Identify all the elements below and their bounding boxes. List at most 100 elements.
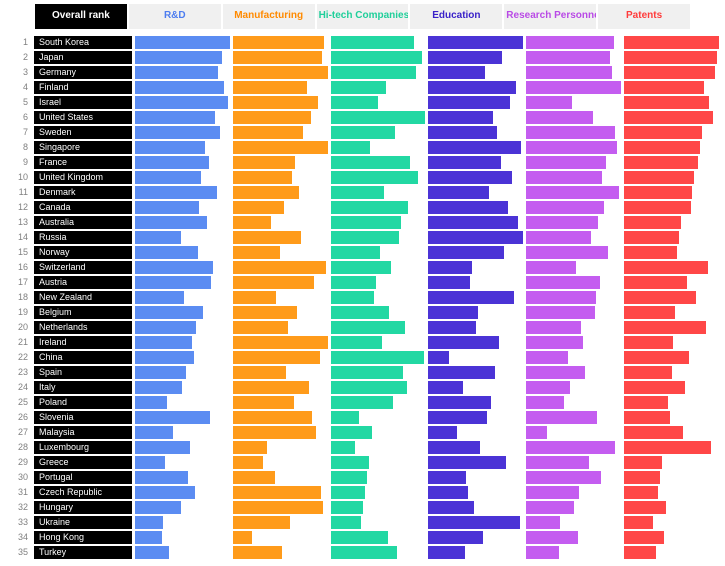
- bar-cell-mfg: [233, 96, 328, 109]
- country-label: Norway: [34, 246, 132, 259]
- table-row: 17Austria: [6, 275, 719, 289]
- table-row: 12Canada: [6, 200, 719, 214]
- bar-cell-patents: [624, 216, 719, 229]
- bar-cell-research: [526, 141, 621, 154]
- bar-patents: [624, 36, 719, 49]
- bar-cell-hitech: [331, 36, 426, 49]
- bar-cell-hitech: [331, 291, 426, 304]
- bar-hitech: [331, 276, 377, 289]
- bar-edu: [428, 111, 492, 124]
- bar-research: [526, 81, 621, 94]
- bar-cell-rd: [135, 486, 230, 499]
- bar-edu: [428, 411, 487, 424]
- tab-hi-tech-companies[interactable]: Hi-tech Companies: [317, 4, 409, 29]
- bar-rd: [135, 156, 209, 169]
- bar-cell-edu: [428, 231, 523, 244]
- rank-number: 20: [6, 322, 34, 332]
- rank-number: 33: [6, 517, 34, 527]
- bar-edu: [428, 186, 489, 199]
- bar-hitech: [331, 66, 416, 79]
- bar-cell-rd: [135, 111, 230, 124]
- tab-education[interactable]: Education: [410, 4, 502, 29]
- bar-patents: [624, 216, 681, 229]
- bar-hitech: [331, 546, 397, 559]
- tab-research-personnel[interactable]: Research Personnel: [504, 4, 596, 29]
- bar-research: [526, 276, 600, 289]
- bar-cell-research: [526, 411, 621, 424]
- bar-cell-hitech: [331, 321, 426, 334]
- rank-number: 3: [6, 67, 34, 77]
- bar-cell-patents: [624, 546, 719, 559]
- bar-cell-hitech: [331, 126, 426, 139]
- bar-cell-mfg: [233, 501, 328, 514]
- table-row: 13Australia: [6, 215, 719, 229]
- bar-cell-research: [526, 426, 621, 439]
- bar-rd: [135, 291, 184, 304]
- bar-edu: [428, 246, 504, 259]
- bar-patents: [624, 441, 711, 454]
- bar-rd: [135, 411, 210, 424]
- bar-cell-mfg: [233, 81, 328, 94]
- bar-cell-patents: [624, 426, 719, 439]
- country-label: United States: [34, 111, 132, 124]
- table-row: 20Netherlands: [6, 320, 719, 334]
- bar-research: [526, 231, 590, 244]
- bar-patents: [624, 186, 692, 199]
- rank-number: 15: [6, 247, 34, 257]
- rank-number: 6: [6, 112, 34, 122]
- bar-mfg: [233, 441, 267, 454]
- country-label: Australia: [34, 216, 132, 229]
- table-row: 33Ukraine: [6, 515, 719, 529]
- country-label: New Zealand: [34, 291, 132, 304]
- tab-r-d[interactable]: R&D: [129, 4, 221, 29]
- bar-cell-patents: [624, 336, 719, 349]
- country-label: Netherlands: [34, 321, 132, 334]
- bar-rd: [135, 246, 198, 259]
- bar-cell-rd: [135, 36, 230, 49]
- bar-rd: [135, 456, 165, 469]
- bar-cell-edu: [428, 456, 523, 469]
- bar-mfg: [233, 96, 318, 109]
- bar-cell-research: [526, 231, 621, 244]
- bar-cell-rd: [135, 366, 230, 379]
- bar-cell-patents: [624, 261, 719, 274]
- bar-mfg: [233, 291, 277, 304]
- rank-number: 8: [6, 142, 34, 152]
- bar-research: [526, 336, 583, 349]
- bar-cell-hitech: [331, 411, 426, 424]
- bar-research: [526, 426, 547, 439]
- bar-cell-mfg: [233, 486, 328, 499]
- bar-cell-edu: [428, 291, 523, 304]
- bar-mfg: [233, 141, 328, 154]
- bar-cell-research: [526, 36, 621, 49]
- bar-edu: [428, 81, 515, 94]
- bar-mfg: [233, 306, 297, 319]
- bar-cell-research: [526, 531, 621, 544]
- bar-mfg: [233, 426, 316, 439]
- bar-hitech: [331, 36, 414, 49]
- metric-bars: [132, 486, 719, 499]
- bar-research: [526, 366, 585, 379]
- table-row: 1South Korea: [6, 35, 719, 49]
- tab-manufacturing[interactable]: Manufacturing: [223, 4, 315, 29]
- table-row: 25Poland: [6, 395, 719, 409]
- bar-edu: [428, 381, 462, 394]
- bar-cell-edu: [428, 441, 523, 454]
- metric-bars: [132, 156, 719, 169]
- tab-overall-rank[interactable]: Overall rank: [35, 4, 127, 29]
- bar-rd: [135, 426, 173, 439]
- bar-edu: [428, 171, 511, 184]
- bar-edu: [428, 546, 464, 559]
- metric-bars: [132, 246, 719, 259]
- metric-bars: [132, 186, 719, 199]
- bar-mfg: [233, 276, 315, 289]
- bar-cell-patents: [624, 36, 719, 49]
- metric-bars: [132, 291, 719, 304]
- bar-rd: [135, 141, 205, 154]
- bar-cell-patents: [624, 186, 719, 199]
- bar-cell-research: [526, 201, 621, 214]
- bar-cell-mfg: [233, 306, 328, 319]
- bar-cell-mfg: [233, 321, 328, 334]
- metric-bars: [132, 36, 719, 49]
- tab-patents[interactable]: Patents: [598, 4, 690, 29]
